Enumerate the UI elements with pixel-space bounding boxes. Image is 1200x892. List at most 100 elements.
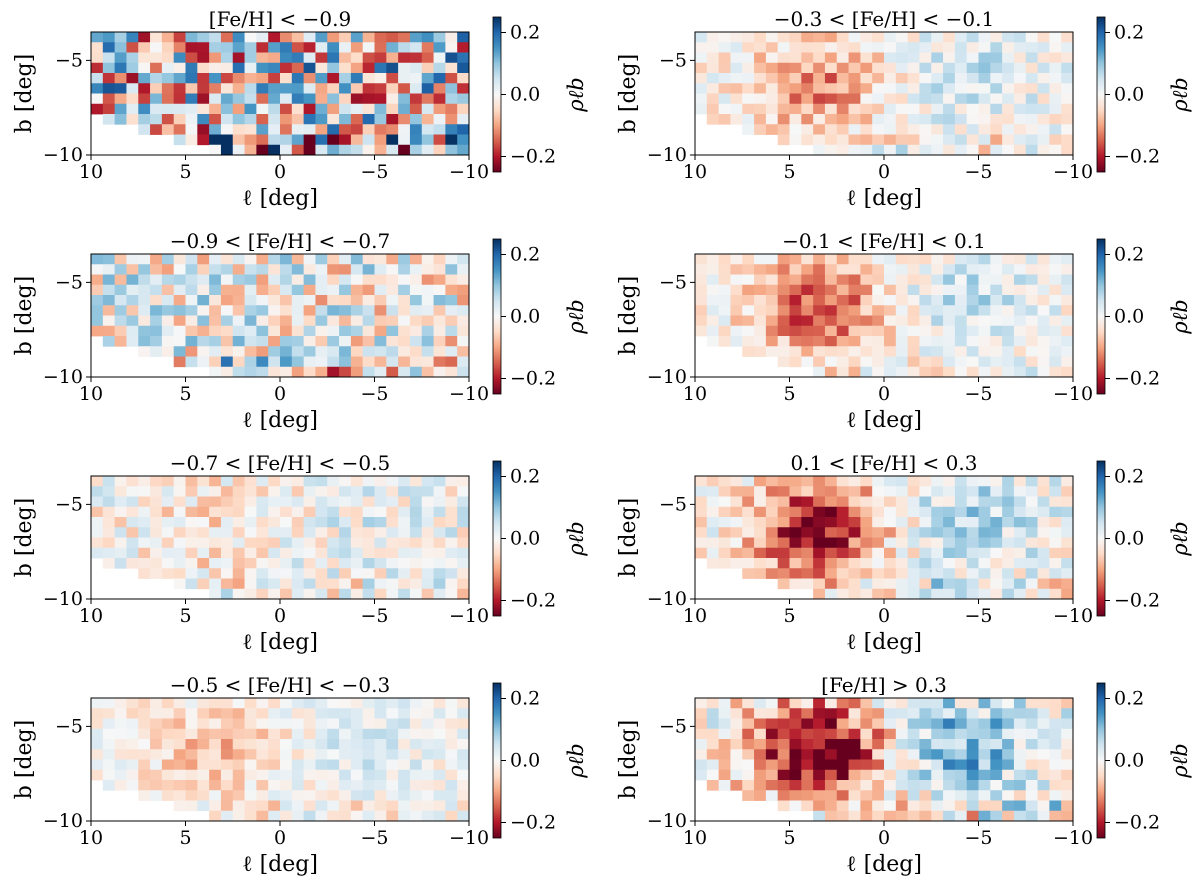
- colorbar-tick-label: 0.0: [1114, 84, 1144, 106]
- heatmap-cell: [197, 527, 210, 538]
- heatmap-cell: [872, 336, 885, 347]
- heatmap-cell: [860, 476, 873, 487]
- heatmap-cell: [777, 698, 790, 709]
- heatmap-cell: [789, 274, 802, 286]
- heatmap-cell: [232, 32, 245, 43]
- heatmap-cell: [895, 698, 909, 709]
- heatmap-cell: [1013, 366, 1027, 378]
- heatmap-cell: [895, 547, 909, 559]
- heatmap-cell: [374, 274, 387, 286]
- heatmap-cell: [303, 295, 316, 306]
- heatmap-cell: [91, 547, 104, 559]
- heatmap-cell: [824, 800, 838, 812]
- heatmap-cell: [1025, 366, 1038, 378]
- heatmap-cell: [173, 315, 186, 327]
- heatmap-cell: [789, 114, 802, 125]
- heatmap-cell: [386, 124, 399, 135]
- heatmap-cell: [114, 83, 127, 94]
- heatmap-cell: [280, 810, 293, 822]
- heatmap-cell: [350, 558, 364, 569]
- heatmap-cell: [421, 718, 434, 730]
- heatmap-cell: [1049, 366, 1062, 378]
- heatmap-cell: [114, 32, 127, 43]
- heatmap-cell: [362, 356, 375, 368]
- heatmap-cell: [919, 134, 932, 146]
- heatmap-cell: [280, 800, 293, 812]
- heatmap-cell: [978, 698, 991, 709]
- heatmap-cell: [433, 52, 446, 64]
- heatmap-cell: [919, 93, 932, 105]
- heatmap-cell: [185, 496, 198, 508]
- heatmap-cell: [350, 366, 364, 378]
- x-tick-label: −5: [964, 605, 992, 627]
- heatmap-cell: [943, 325, 956, 337]
- heatmap-cell: [409, 739, 423, 750]
- heatmap-cell: [114, 780, 127, 791]
- heatmap-cell: [765, 42, 779, 53]
- heatmap-cell: [824, 698, 838, 709]
- heatmap-cell: [1049, 295, 1062, 306]
- heatmap-cell: [919, 728, 932, 740]
- heatmap-cell: [824, 305, 838, 316]
- heatmap-cell: [765, 708, 779, 719]
- colorbar-tick-label: −0.2: [1114, 146, 1160, 168]
- heatmap-cell: [742, 264, 755, 275]
- panel-1: 10 5 0 −5 −10−5−10[Fe/H] < −0.9ℓ [deg]b [deg…: [12, 7, 588, 211]
- y-axis-label: b [deg]: [12, 498, 37, 577]
- heatmap-cell: [315, 93, 328, 105]
- heatmap-cell: [730, 486, 743, 497]
- heatmap-cell: [386, 517, 399, 528]
- heatmap-cell: [1049, 336, 1062, 347]
- heatmap-cell: [718, 62, 731, 74]
- heatmap-cell: [220, 800, 234, 812]
- heatmap-cell: [220, 780, 234, 791]
- heatmap-cell: [185, 284, 198, 296]
- y-axis-label: b [deg]: [12, 54, 37, 133]
- heatmap-cell: [754, 718, 767, 730]
- heatmap-cell: [102, 114, 116, 125]
- x-axis-label: ℓ [deg]: [242, 186, 318, 211]
- heatmap-cell: [1049, 759, 1062, 771]
- heatmap-cell: [730, 305, 743, 316]
- heatmap-cell: [291, 83, 305, 94]
- heatmap-cell: [398, 295, 411, 306]
- heatmap-cell: [1025, 284, 1038, 296]
- heatmap-cell: [280, 698, 293, 709]
- heatmap-cell: [350, 769, 364, 781]
- heatmap-cell: [280, 83, 293, 94]
- heatmap-cell: [742, 568, 755, 579]
- heatmap-cell: [244, 356, 257, 368]
- heatmap-cell: [990, 42, 1003, 53]
- heatmap-cell: [362, 739, 375, 750]
- heatmap-cell: [244, 103, 257, 115]
- heatmap-cell: [813, 254, 826, 265]
- heatmap-cell: [386, 315, 399, 327]
- heatmap-cell: [1061, 568, 1074, 579]
- heatmap-cell: [173, 749, 186, 760]
- heatmap-cell: [789, 537, 802, 549]
- heatmap-cell: [848, 517, 861, 528]
- heatmap-cell: [350, 517, 364, 528]
- heatmap-cell: [339, 537, 352, 549]
- heatmap-cell: [350, 83, 364, 94]
- heatmap-cell: [1037, 134, 1050, 146]
- colorbar-label: ρℓb: [1168, 77, 1192, 113]
- heatmap-cell: [409, 537, 423, 549]
- heatmap-cell: [966, 284, 979, 296]
- heatmap-cell: [161, 42, 175, 53]
- heatmap-cell: [1049, 698, 1062, 709]
- heatmap-cell: [884, 749, 897, 760]
- heatmap-cell: [409, 728, 423, 740]
- heatmap-cell: [350, 759, 364, 771]
- heatmap-cell: [1002, 486, 1015, 497]
- heatmap-cell: [457, 476, 470, 487]
- heatmap-cell: [315, 366, 328, 378]
- heatmap-cell: [421, 264, 434, 275]
- heatmap-cell: [1037, 83, 1050, 94]
- heatmap-cell: [232, 759, 245, 771]
- heatmap-cell: [943, 254, 956, 265]
- heatmap-cell: [138, 517, 151, 528]
- heatmap-cell: [339, 356, 352, 368]
- heatmap-cell: [161, 749, 175, 760]
- heatmap-cell: [1049, 739, 1062, 750]
